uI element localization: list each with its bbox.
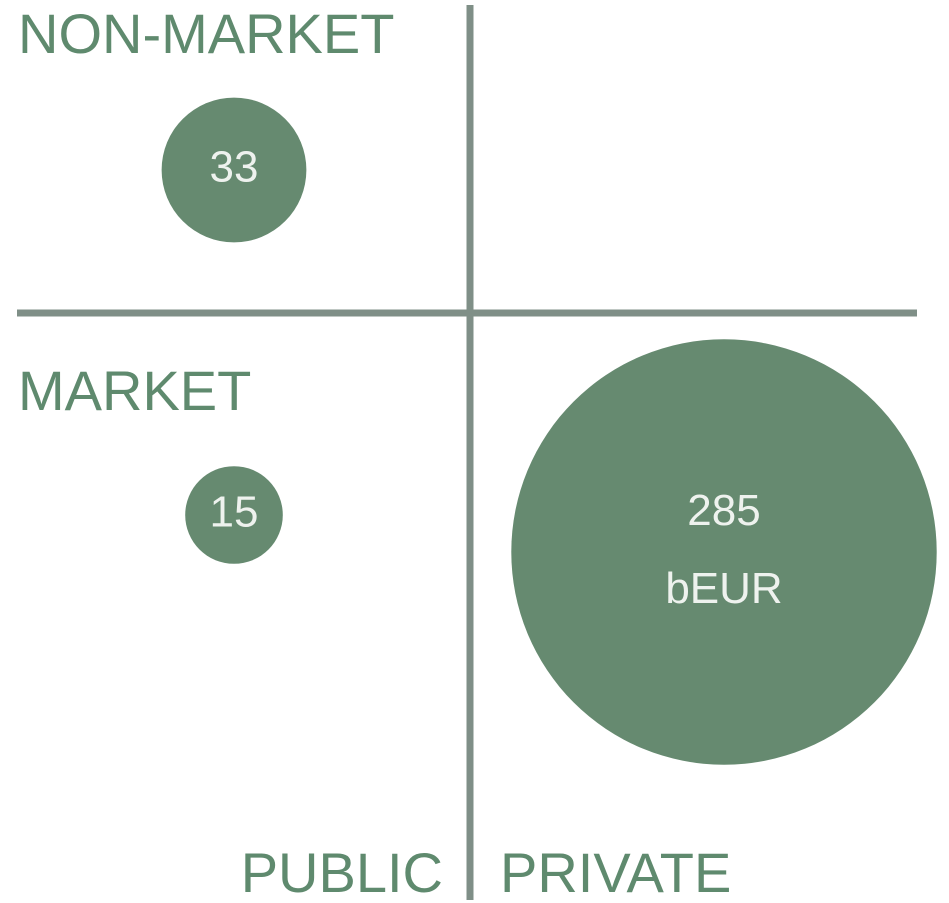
- bubble: [161, 97, 307, 243]
- bubble-label: 15: [210, 488, 259, 537]
- bubble: [185, 466, 283, 564]
- column-label: PRIVATE: [500, 841, 731, 903]
- bubble-label: 285 bEUR: [665, 486, 782, 613]
- bubble-label: 33: [210, 143, 259, 192]
- row-label: MARKET: [18, 359, 251, 422]
- row-label: NON-MARKET: [18, 2, 394, 65]
- bubble: [511, 339, 937, 765]
- column-label: PUBLIC: [241, 841, 443, 903]
